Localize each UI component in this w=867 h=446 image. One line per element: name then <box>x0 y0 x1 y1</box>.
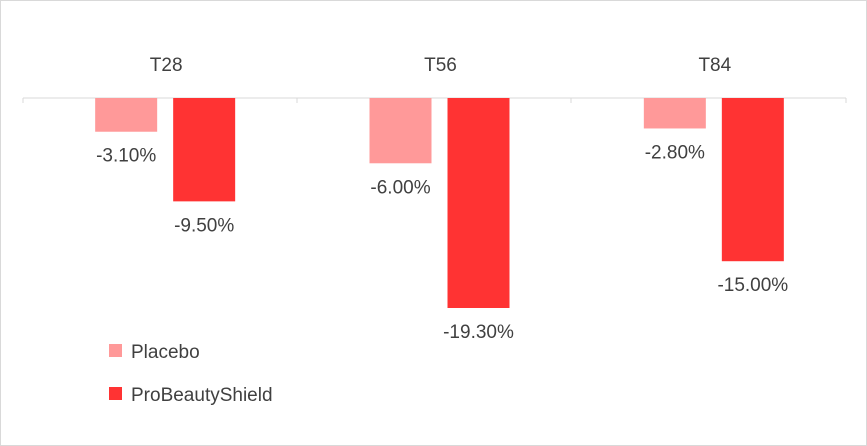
bar-placebo-t56 <box>369 98 432 164</box>
legend-swatch-placebo <box>109 344 122 357</box>
legend-label-probeautyshield: ProBeautyShield <box>131 385 273 406</box>
category-tick-label: T56 <box>424 55 457 76</box>
bar-probeautyshield-t56 <box>447 98 510 308</box>
category-tick-label: T84 <box>698 55 731 76</box>
data-label: -9.50% <box>174 215 234 236</box>
data-label: -19.30% <box>443 322 514 343</box>
category-tick-labels: T28 T56 T84 <box>150 55 732 76</box>
data-label: -2.80% <box>645 142 705 163</box>
data-label: -6.00% <box>370 177 430 198</box>
data-label: -15.00% <box>717 275 788 296</box>
bar-placebo-t84 <box>643 98 706 129</box>
bar-probeautyshield-t84 <box>721 98 784 262</box>
data-labels-group: -3.10% -9.50% -6.00% -19.30% -2.80% -15.00% <box>96 142 788 343</box>
bar-placebo-t28 <box>95 98 158 132</box>
data-label: -3.10% <box>96 146 156 167</box>
bar-series-group <box>95 98 784 308</box>
legend-label-placebo: Placebo <box>131 342 200 363</box>
legend-swatch-probeautyshield <box>109 387 122 400</box>
legend: Placebo ProBeautyShield <box>109 342 273 406</box>
category-tick-label: T28 <box>150 55 183 76</box>
bar-probeautyshield-t28 <box>173 98 236 202</box>
